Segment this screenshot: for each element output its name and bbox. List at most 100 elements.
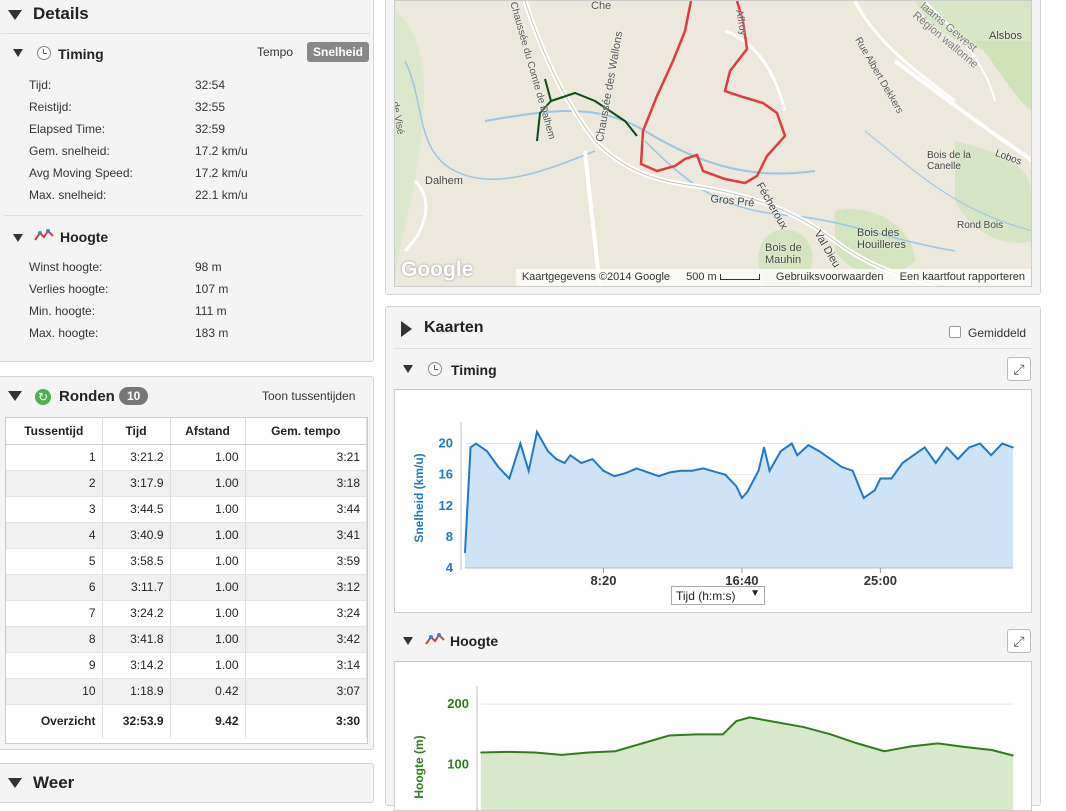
data-point xyxy=(563,462,566,464)
column-header[interactable]: Tussentijd xyxy=(6,418,103,445)
stat-label: Gem. snelheid: xyxy=(29,144,110,158)
collapse-elevation-chart-toggle[interactable] xyxy=(403,637,413,645)
clock-icon xyxy=(37,46,51,60)
data-point xyxy=(1012,754,1014,757)
data-point xyxy=(735,720,738,722)
table-cell: 3:07 xyxy=(245,678,367,705)
collapse-timing-toggle[interactable] xyxy=(13,49,23,57)
table-row[interactable]: 2 3:17.9 1.00 3:18 xyxy=(6,470,367,497)
table-row[interactable]: 1 3:21.2 1.00 3:21 xyxy=(6,444,367,471)
stat-value: 32:59 xyxy=(195,122,226,136)
show-splits-link[interactable]: Toon tussentijden xyxy=(262,389,356,403)
map[interactable]: Chaussée du Comte de Dalhem Chaussée des … xyxy=(394,0,1032,287)
tempo-tab[interactable]: Tempo xyxy=(257,45,294,59)
table-row[interactable]: 3 3:44.5 1.00 3:44 xyxy=(6,496,367,523)
map-label: Bois de la Canelle xyxy=(927,150,971,172)
laps-count-badge: 10 xyxy=(119,387,149,405)
data-point xyxy=(635,467,638,470)
stat-label: Avg Moving Speed: xyxy=(29,166,133,180)
data-point xyxy=(713,470,716,473)
data-point xyxy=(968,446,970,449)
table-cell: 1.00 xyxy=(170,548,246,575)
table-cell: 10 xyxy=(6,678,103,705)
data-point xyxy=(807,444,810,446)
table-row[interactable]: 6 3:11.7 1.00 3:12 xyxy=(6,574,367,601)
y-tick-label: 20 xyxy=(439,436,453,451)
table-cell: 8 xyxy=(6,626,103,653)
data-point xyxy=(507,751,509,753)
data-point xyxy=(480,751,482,754)
series-line xyxy=(464,429,1014,553)
table-cell: 1.00 xyxy=(170,496,246,523)
data-point xyxy=(874,489,876,492)
timing-title: Timing xyxy=(58,46,104,62)
data-point xyxy=(464,551,466,554)
table-cell: 3:42 xyxy=(245,626,367,653)
data-point xyxy=(614,750,617,753)
data-point xyxy=(741,497,743,499)
chevron-down-icon: ▼ xyxy=(750,588,760,599)
data-point xyxy=(763,446,765,449)
data-point xyxy=(829,733,832,736)
divider xyxy=(394,348,1032,349)
elevation-chart-title: Hoogte xyxy=(450,633,499,649)
data-point xyxy=(680,469,682,472)
elevation-title: Hoogte xyxy=(60,229,109,245)
table-cell: 2 xyxy=(6,470,103,497)
collapse-weather-toggle[interactable] xyxy=(8,778,22,788)
table-row[interactable]: 9 3:14.2 1.00 3:14 xyxy=(6,652,367,679)
data-point xyxy=(912,454,915,457)
collapse-details-toggle[interactable] xyxy=(8,10,22,20)
map-terms-link[interactable]: Gebruiksvoorwaarden xyxy=(775,271,884,283)
map-label: Alsbos xyxy=(989,30,1023,42)
data-point xyxy=(695,733,697,736)
laps-panel: ↻ Ronden 10 Toon tussentijden Tussentijd… xyxy=(0,376,374,750)
expand-speed-chart-button[interactable]: ⤢ xyxy=(1007,357,1031,381)
average-checkbox[interactable] xyxy=(949,326,961,338)
data-point xyxy=(757,469,760,472)
table-cell: 7 xyxy=(6,600,103,627)
table-cell: 1.00 xyxy=(170,626,246,653)
data-point xyxy=(964,746,966,748)
data-point xyxy=(957,458,959,460)
table-cell: 1.00 xyxy=(170,600,246,627)
table-row[interactable]: 7 3:24.2 1.00 3:24 xyxy=(6,600,367,627)
elevation-chart: 0100200Hoogte (m) xyxy=(394,661,1032,811)
table-cell: 1.00 xyxy=(170,522,246,549)
table-row[interactable]: 10 1:18.9 0.42 3:07 xyxy=(6,678,367,705)
data-point xyxy=(990,749,993,751)
collapse-laps-toggle[interactable] xyxy=(8,391,22,401)
table-cell: 3:40.9 xyxy=(102,522,171,549)
data-point xyxy=(937,742,939,745)
expand-charts-toggle[interactable] xyxy=(401,321,412,337)
column-header[interactable]: Afstand xyxy=(170,418,246,445)
expand-elevation-chart-button[interactable]: ⤢ xyxy=(1007,629,1031,653)
column-header[interactable]: Tijd xyxy=(102,418,171,445)
data-point xyxy=(934,462,937,464)
table-cell: 3:44 xyxy=(245,496,367,523)
collapse-speed-chart-toggle[interactable] xyxy=(403,365,413,373)
data-point xyxy=(856,742,859,745)
divider xyxy=(4,215,363,216)
table-cell: 3:24.2 xyxy=(102,600,171,627)
data-point xyxy=(735,485,738,488)
map-attribution: Kaartgegevens ©2014 Google 500 m Gebruik… xyxy=(515,269,1031,286)
data-point xyxy=(591,458,594,460)
map-label: Bois des Houilleres xyxy=(857,227,906,251)
table-row[interactable]: 5 3:58.5 1.00 3:59 xyxy=(6,548,367,575)
data-point xyxy=(641,742,644,745)
x-axis-select[interactable]: Tijd (h:m:s) ▼ xyxy=(671,586,765,605)
data-point xyxy=(587,751,590,754)
table-row[interactable]: 4 3:40.9 1.00 3:41 xyxy=(6,522,367,549)
data-point xyxy=(560,754,563,756)
speed-tab[interactable]: Snelheid xyxy=(307,42,370,62)
data-point xyxy=(691,469,693,472)
table-row[interactable]: 8 3:41.8 1.00 3:42 xyxy=(6,626,367,653)
stat-value: 17.2 km/u xyxy=(195,166,248,180)
collapse-elevation-toggle[interactable] xyxy=(13,234,23,242)
data-point xyxy=(536,431,538,433)
data-point xyxy=(569,454,572,457)
clock-icon xyxy=(428,362,442,376)
report-map-error-link[interactable]: Een kaartfout rapporteren xyxy=(899,271,1025,283)
column-header[interactable]: Gem. tempo xyxy=(245,418,367,445)
